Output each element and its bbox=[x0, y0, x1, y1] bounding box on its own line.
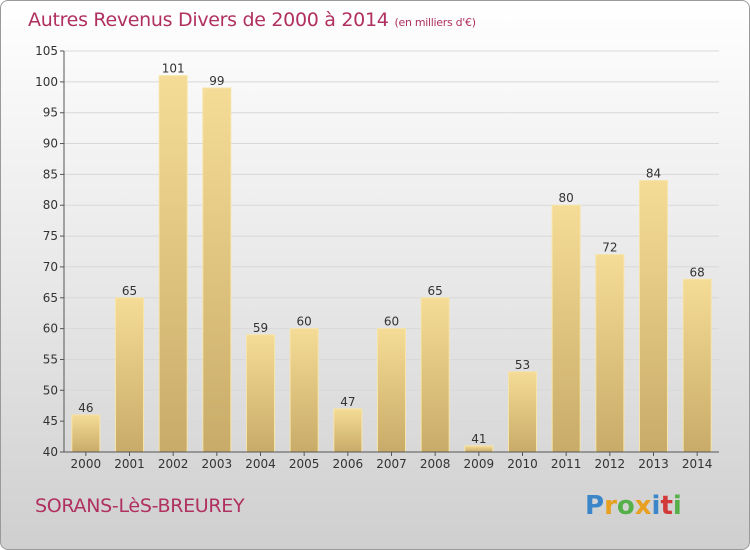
x-tick-label: 2000 bbox=[71, 457, 102, 471]
bar bbox=[289, 328, 319, 453]
bar bbox=[551, 204, 581, 453]
y-tick-label: 70 bbox=[43, 260, 58, 274]
chart-unit: (en milliers d'€) bbox=[394, 16, 476, 29]
bar bbox=[595, 254, 625, 453]
bar bbox=[158, 75, 188, 453]
x-tick-label: 2011 bbox=[551, 457, 582, 471]
x-tick-label: 2001 bbox=[114, 457, 145, 471]
bar bbox=[246, 334, 275, 453]
data-label: 101 bbox=[162, 62, 185, 76]
bar bbox=[639, 180, 668, 453]
data-label: 65 bbox=[122, 284, 137, 298]
data-label: 68 bbox=[690, 265, 705, 279]
bar bbox=[682, 278, 712, 453]
logo-letter: t bbox=[660, 491, 673, 521]
data-label: 59 bbox=[253, 321, 268, 335]
bar bbox=[71, 414, 101, 453]
data-label: 60 bbox=[297, 315, 312, 329]
logo-letter: P bbox=[585, 491, 605, 521]
data-label: 46 bbox=[78, 401, 93, 415]
data-label: 53 bbox=[515, 358, 530, 372]
y-tick-label: 55 bbox=[43, 352, 58, 366]
bar bbox=[420, 297, 450, 453]
data-label: 72 bbox=[602, 241, 617, 255]
x-tick-label: 2007 bbox=[376, 457, 407, 471]
x-tick-label: 2005 bbox=[289, 457, 320, 471]
bar bbox=[333, 408, 363, 453]
data-label: 47 bbox=[340, 395, 355, 409]
x-tick-label: 2010 bbox=[507, 457, 538, 471]
city-name: SORANS-LèS-BREUREY bbox=[35, 495, 245, 517]
data-label: 60 bbox=[384, 315, 399, 329]
logo-letter: x bbox=[634, 491, 652, 521]
y-tick-label: 65 bbox=[43, 291, 58, 305]
x-tick-label: 2014 bbox=[682, 457, 713, 471]
bar bbox=[508, 371, 537, 453]
x-tick-label: 2003 bbox=[202, 457, 233, 471]
logo-letter: i bbox=[651, 491, 661, 521]
y-tick-label: 80 bbox=[43, 198, 58, 212]
x-tick-label: 2006 bbox=[333, 457, 364, 471]
bars: 46 65 101 99 59 60 47 60 65 41 53 80 72 84 68 bbox=[71, 62, 712, 453]
bar bbox=[464, 445, 494, 453]
y-tick-label: 95 bbox=[43, 106, 58, 120]
y-tick-label: 60 bbox=[43, 322, 58, 336]
bar bbox=[115, 297, 144, 453]
logo-letter: i bbox=[672, 491, 682, 521]
chart-title-text: Autres Revenus Divers de 2000 à 2014 bbox=[28, 9, 389, 31]
x-tick-label: 2008 bbox=[420, 457, 451, 471]
data-label: 99 bbox=[209, 74, 224, 88]
data-label: 65 bbox=[428, 284, 443, 298]
x-tick-label: 2013 bbox=[638, 457, 669, 471]
bar bbox=[377, 328, 406, 453]
data-label: 84 bbox=[646, 167, 661, 181]
bar bbox=[202, 87, 232, 453]
x-tick-label: 2004 bbox=[245, 457, 276, 471]
chart-title: Autres Revenus Divers de 2000 à 2014 (en … bbox=[28, 9, 476, 31]
y-tick-label: 50 bbox=[43, 383, 58, 397]
x-tick-label: 2012 bbox=[595, 457, 626, 471]
axes: 40 45 50 55 60 65 70 75 80 85 90 95 100 105 2000 2001 20… bbox=[35, 44, 719, 471]
x-tick-label: 2002 bbox=[158, 457, 189, 471]
proxiti-logo[interactable]: Proxiti bbox=[585, 491, 682, 521]
logo-letter: o bbox=[616, 491, 635, 521]
data-label: 80 bbox=[559, 191, 574, 205]
y-tick-label: 75 bbox=[43, 229, 58, 243]
y-tick-label: 105 bbox=[35, 44, 58, 58]
x-tick-label: 2009 bbox=[464, 457, 495, 471]
y-tick-label: 100 bbox=[35, 75, 58, 89]
logo-letter: r bbox=[604, 491, 617, 521]
y-tick-label: 85 bbox=[43, 167, 58, 181]
y-tick-label: 40 bbox=[43, 445, 58, 459]
y-tick-label: 90 bbox=[43, 137, 58, 151]
data-label: 41 bbox=[471, 432, 486, 446]
y-tick-label: 45 bbox=[43, 414, 58, 428]
